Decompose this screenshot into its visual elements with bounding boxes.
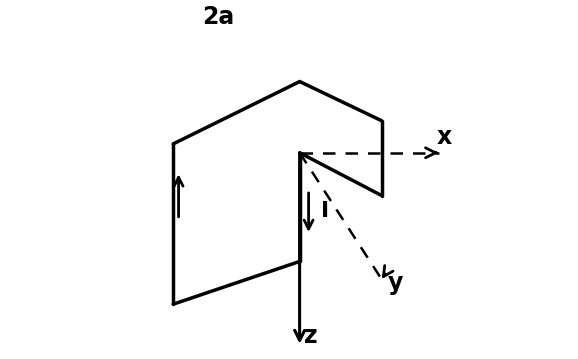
Text: I: I xyxy=(321,201,329,221)
Text: 2a: 2a xyxy=(202,5,234,29)
Text: y: y xyxy=(388,271,403,295)
Text: x: x xyxy=(436,125,451,149)
Text: z: z xyxy=(303,324,317,348)
